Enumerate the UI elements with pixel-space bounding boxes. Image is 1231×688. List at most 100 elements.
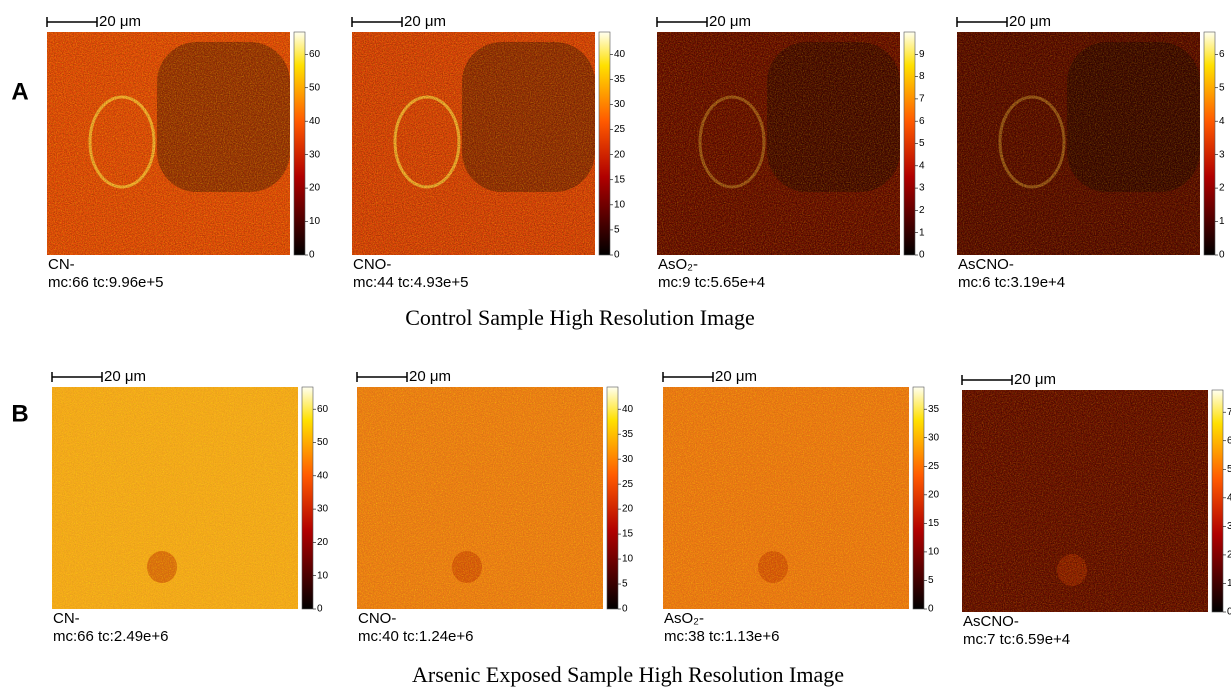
ion-stats: mc:7 tc:6.59e+4 bbox=[963, 631, 1070, 648]
colorbar-tick-label: 40 bbox=[622, 404, 634, 415]
colorbar-tick-label: 30 bbox=[928, 432, 940, 443]
colorbar-tick-label: 1 bbox=[919, 227, 925, 238]
colorbar-tick-label: 0 bbox=[309, 250, 315, 261]
colorbar bbox=[1203, 31, 1216, 256]
ion-stats: mc:66 tc:2.49e+6 bbox=[53, 628, 169, 645]
colorbar-tick-label: 6 bbox=[919, 116, 925, 127]
colorbar-tick-label: 0 bbox=[1227, 607, 1231, 618]
ion-stats: mc:6 tc:3.19e+4 bbox=[958, 274, 1065, 291]
scale-bar-label: 20 μm bbox=[1009, 13, 1051, 30]
colorbar-tick-label: 15 bbox=[928, 518, 940, 529]
ion-name: AsCNO- bbox=[963, 613, 1019, 630]
colorbar-tick-label: 20 bbox=[928, 489, 940, 500]
colorbar-tick-label: 6 bbox=[1219, 49, 1225, 60]
colorbar-tick-label: 5 bbox=[928, 575, 934, 586]
image-noise bbox=[663, 387, 909, 609]
colorbar bbox=[912, 386, 925, 610]
colorbar-tick-label: 9 bbox=[919, 49, 925, 60]
scale-bar-label: 20 μm bbox=[1014, 371, 1056, 388]
caption: Arsenic Exposed Sample High Resolution I… bbox=[412, 662, 844, 687]
colorbar-tick-label: 25 bbox=[622, 479, 634, 490]
colorbar-tick-label: 0 bbox=[928, 604, 934, 615]
colorbar-tick-label: 3 bbox=[1219, 149, 1225, 160]
colorbar-tick-label: 60 bbox=[309, 49, 321, 60]
colorbar-tick-label: 40 bbox=[614, 49, 626, 60]
colorbar bbox=[606, 386, 619, 610]
colorbar-tick-label: 25 bbox=[614, 124, 626, 135]
colorbar-tick-label: 30 bbox=[614, 99, 626, 110]
panel-letter: A bbox=[11, 78, 28, 105]
colorbar-tick-label: 4 bbox=[919, 160, 925, 171]
colorbar-tick-label: 2 bbox=[1227, 550, 1231, 561]
colorbar-tick-label: 10 bbox=[309, 216, 321, 227]
colorbar-tick-label: 20 bbox=[614, 149, 626, 160]
scale-bar-label: 20 μm bbox=[709, 13, 751, 30]
colorbar-tick-label: 8 bbox=[919, 71, 925, 82]
colorbar bbox=[301, 386, 314, 610]
colorbar-tick-label: 6 bbox=[1227, 435, 1231, 446]
colorbar-tick-label: 25 bbox=[928, 461, 940, 472]
colorbar-tick-label: 40 bbox=[317, 470, 329, 481]
colorbar bbox=[1211, 389, 1224, 613]
ion-name: AsCNO- bbox=[958, 256, 1014, 273]
colorbar-tick-label: 0 bbox=[919, 250, 925, 261]
colorbar-tick-label: 2 bbox=[919, 205, 925, 216]
ion-name: CNO- bbox=[353, 256, 391, 273]
image-noise bbox=[352, 32, 595, 255]
colorbar bbox=[903, 31, 916, 256]
colorbar-tick-label: 15 bbox=[614, 174, 626, 185]
ion-stats: mc:66 tc:9.96e+5 bbox=[48, 274, 164, 291]
colorbar-tick-label: 1 bbox=[1219, 216, 1225, 227]
colorbar-tick-label: 4 bbox=[1219, 116, 1225, 127]
colorbar-tick-label: 4 bbox=[1227, 492, 1231, 503]
colorbar-tick-label: 5 bbox=[1219, 82, 1225, 93]
scale-bar-label: 20 μm bbox=[404, 13, 446, 30]
colorbar-tick-label: 50 bbox=[309, 82, 321, 93]
colorbar-tick-label: 7 bbox=[919, 94, 925, 105]
colorbar-tick-label: 10 bbox=[622, 554, 634, 565]
colorbar-tick-label: 3 bbox=[919, 183, 925, 194]
colorbar-tick-label: 0 bbox=[614, 250, 620, 261]
image-noise bbox=[52, 387, 298, 609]
colorbar-tick-label: 15 bbox=[622, 529, 634, 540]
colorbar-tick-label: 60 bbox=[317, 404, 329, 415]
scale-bar-label: 20 μm bbox=[99, 13, 141, 30]
ion-name: AsO₂- bbox=[664, 610, 704, 627]
image-noise bbox=[47, 32, 290, 255]
ion-stats: mc:9 tc:5.65e+4 bbox=[658, 274, 765, 291]
colorbar-tick-label: 30 bbox=[317, 504, 329, 515]
colorbar-tick-label: 5 bbox=[919, 138, 925, 149]
scale-bar-label: 20 μm bbox=[715, 368, 757, 385]
ion-stats: mc:38 tc:1.13e+6 bbox=[664, 628, 780, 645]
image-noise bbox=[962, 390, 1208, 612]
colorbar-tick-label: 1 bbox=[1227, 578, 1231, 589]
colorbar-tick-label: 20 bbox=[317, 537, 329, 548]
colorbar-tick-label: 30 bbox=[622, 454, 634, 465]
scale-bar-label: 20 μm bbox=[409, 368, 451, 385]
colorbar-tick-label: 0 bbox=[622, 604, 628, 615]
colorbar-tick-label: 20 bbox=[622, 504, 634, 515]
colorbar-tick-label: 30 bbox=[309, 149, 321, 160]
image-noise bbox=[657, 32, 900, 255]
colorbar-tick-label: 10 bbox=[928, 547, 940, 558]
image-noise bbox=[357, 387, 603, 609]
colorbar bbox=[598, 31, 611, 256]
colorbar-tick-label: 3 bbox=[1227, 521, 1231, 532]
colorbar-tick-label: 5 bbox=[1227, 464, 1231, 475]
ion-name: AsO₂- bbox=[658, 256, 698, 273]
colorbar-tick-label: 0 bbox=[1219, 250, 1225, 261]
scale-bar-label: 20 μm bbox=[104, 368, 146, 385]
colorbar-tick-label: 10 bbox=[614, 199, 626, 210]
colorbar-tick-label: 7 bbox=[1227, 407, 1231, 418]
ion-name: CN- bbox=[48, 256, 75, 273]
ion-stats: mc:44 tc:4.93e+5 bbox=[353, 274, 469, 291]
caption: Control Sample High Resolution Image bbox=[405, 305, 755, 330]
colorbar-tick-label: 35 bbox=[928, 404, 940, 415]
colorbar-tick-label: 2 bbox=[1219, 183, 1225, 194]
colorbar-tick-label: 20 bbox=[309, 183, 321, 194]
colorbar bbox=[293, 31, 306, 256]
ion-name: CNO- bbox=[358, 610, 396, 627]
colorbar-tick-label: 0 bbox=[317, 604, 323, 615]
ion-name: CN- bbox=[53, 610, 80, 627]
